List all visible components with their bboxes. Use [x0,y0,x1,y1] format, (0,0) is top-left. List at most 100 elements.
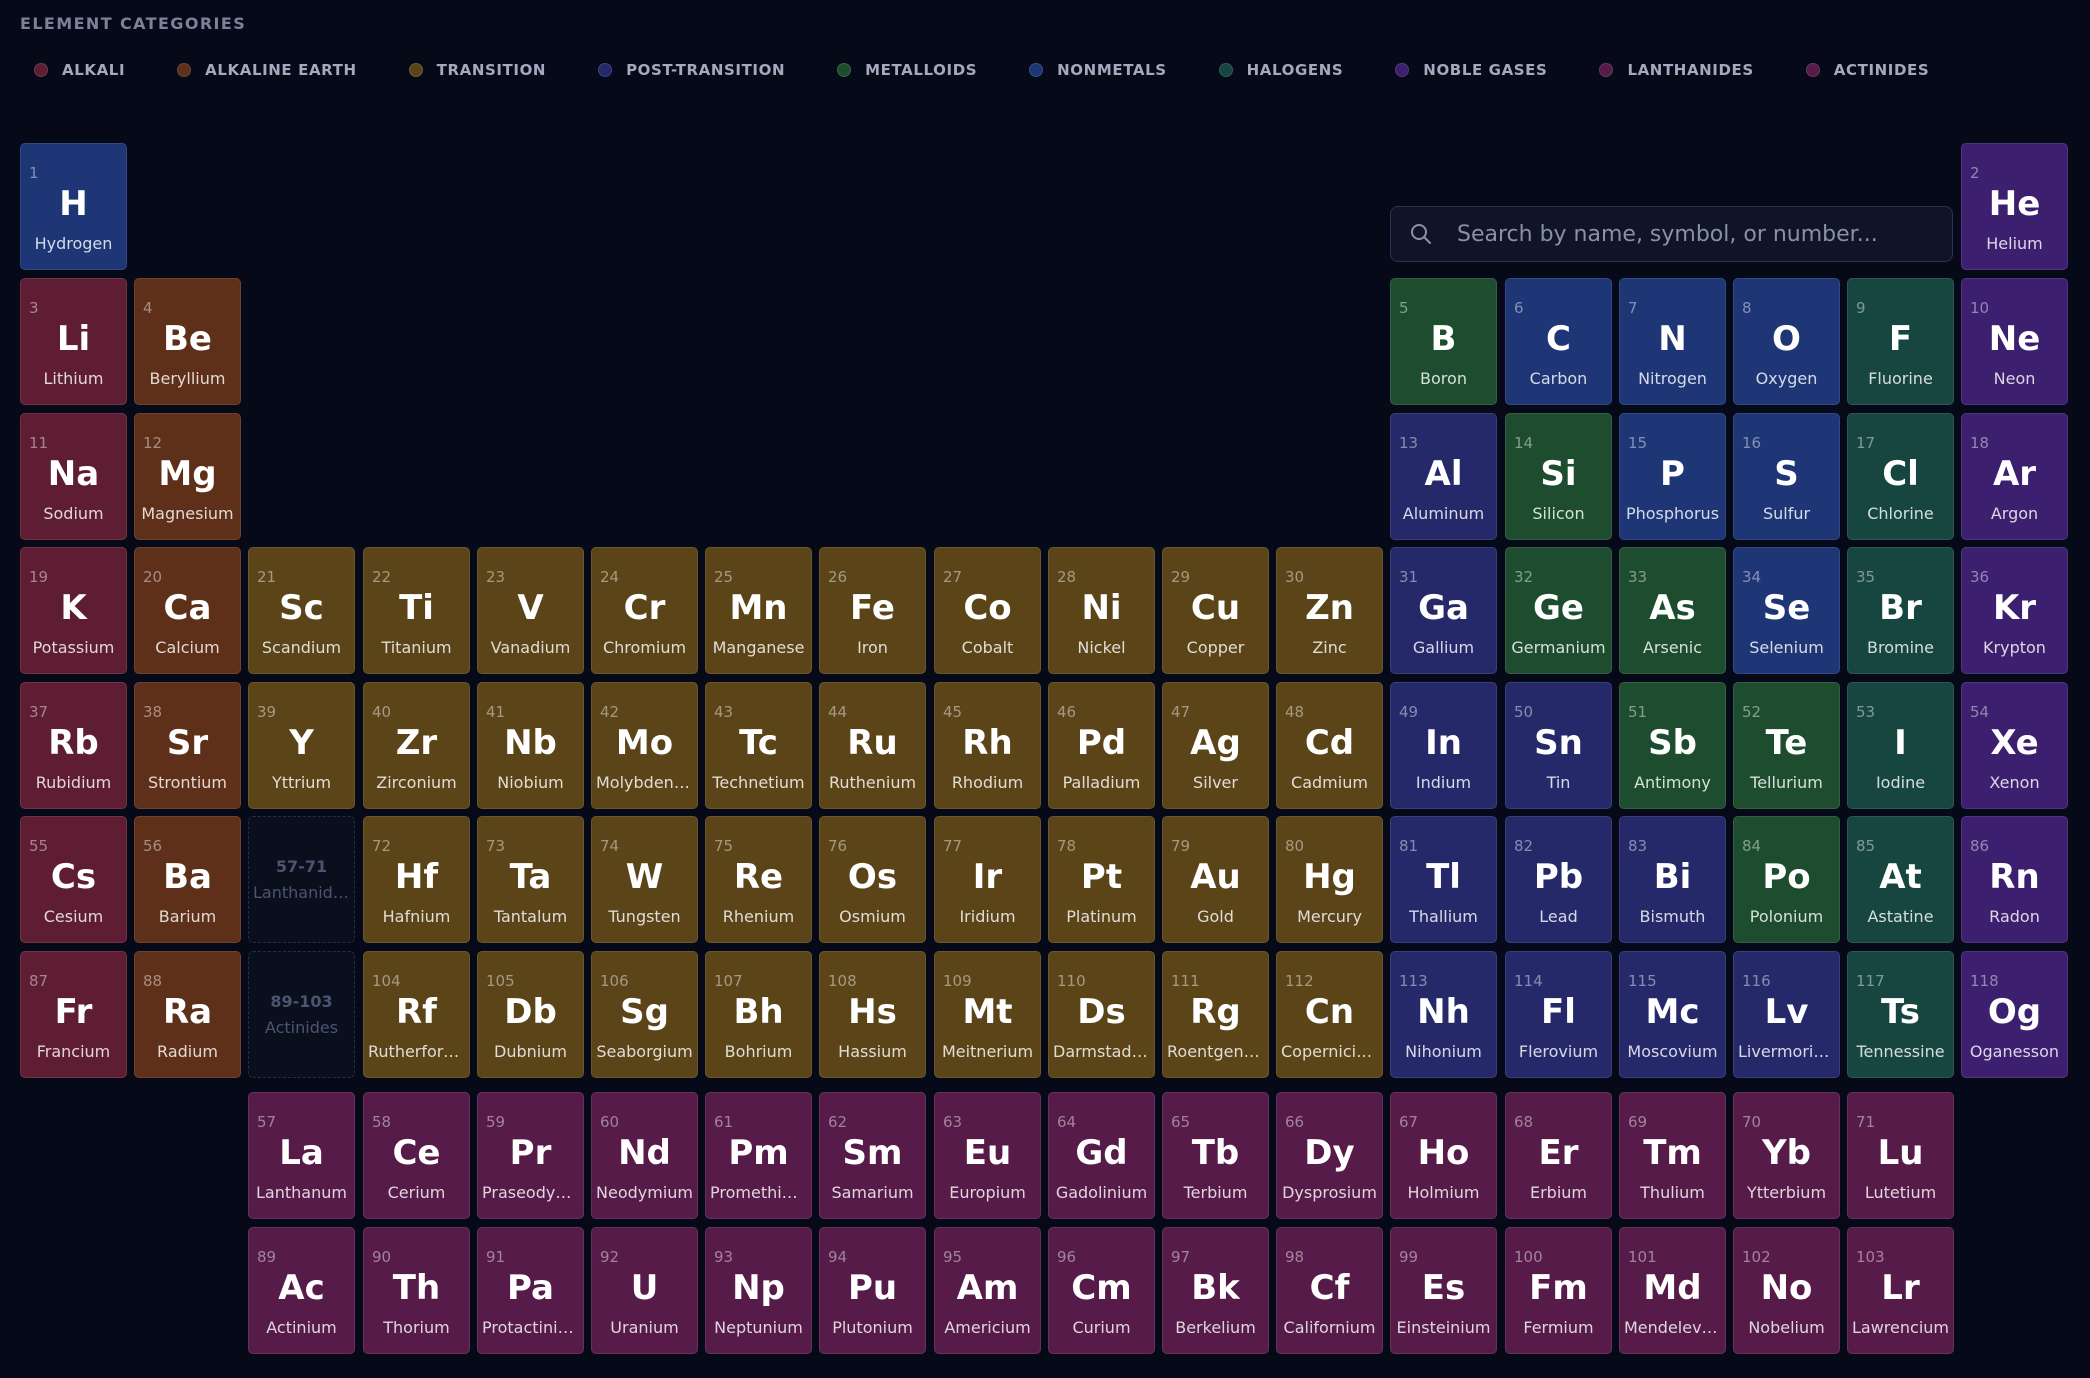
element-cell-sn[interactable]: 50 Sn Tin [1505,682,1612,809]
element-cell-bh[interactable]: 107 Bh Bohrium [705,951,812,1078]
element-cell-es[interactable]: 99 Es Einsteinium [1390,1227,1497,1354]
element-cell-ds[interactable]: 110 Ds Darmstadtium [1048,951,1155,1078]
element-cell-og[interactable]: 118 Og Oganesson [1961,951,2068,1078]
element-cell-mc[interactable]: 115 Mc Moscovium [1619,951,1726,1078]
element-cell-ir[interactable]: 77 Ir Iridium [934,816,1041,943]
element-cell-w[interactable]: 74 W Tungsten [591,816,698,943]
element-cell-re[interactable]: 75 Re Rhenium [705,816,812,943]
element-cell-no[interactable]: 102 No Nobelium [1733,1227,1840,1354]
element-cell-bk[interactable]: 97 Bk Berkelium [1162,1227,1269,1354]
element-cell-s[interactable]: 16 S Sulfur [1733,413,1840,540]
legend-item[interactable]: HALOGENS [1205,61,1344,79]
element-cell-cu[interactable]: 29 Cu Copper [1162,547,1269,674]
element-cell-ts[interactable]: 117 Ts Tennessine [1847,951,1954,1078]
element-cell-nh[interactable]: 113 Nh Nihonium [1390,951,1497,1078]
element-cell-pu[interactable]: 94 Pu Plutonium [819,1227,926,1354]
element-cell-li[interactable]: 3 Li Lithium [20,278,127,405]
element-cell-lu[interactable]: 71 Lu Lutetium [1847,1092,1954,1219]
element-cell-tc[interactable]: 43 Tc Technetium [705,682,812,809]
element-cell-ru[interactable]: 44 Ru Ruthenium [819,682,926,809]
element-cell-ag[interactable]: 47 Ag Silver [1162,682,1269,809]
element-cell-b[interactable]: 5 B Boron [1390,278,1497,405]
element-cell-rf[interactable]: 104 Rf Rutherfordium [363,951,470,1078]
element-cell-i[interactable]: 53 I Iodine [1847,682,1954,809]
element-cell-fe[interactable]: 26 Fe Iron [819,547,926,674]
element-cell-cn[interactable]: 112 Cn Copernicium [1276,951,1383,1078]
element-cell-db[interactable]: 105 Db Dubnium [477,951,584,1078]
element-cell-cm[interactable]: 96 Cm Curium [1048,1227,1155,1354]
element-cell-am[interactable]: 95 Am Americium [934,1227,1041,1354]
element-cell-cl[interactable]: 17 Cl Chlorine [1847,413,1954,540]
element-cell-rg[interactable]: 111 Rg Roentgenium [1162,951,1269,1078]
legend-item[interactable]: ALKALINE EARTH [163,61,356,79]
legend-item[interactable]: ACTINIDES [1792,61,1929,79]
element-cell-fm[interactable]: 100 Fm Fermium [1505,1227,1612,1354]
element-cell-k[interactable]: 19 K Potassium [20,547,127,674]
element-cell-nd[interactable]: 60 Nd Neodymium [591,1092,698,1219]
legend-item[interactable]: TRANSITION [395,61,546,79]
element-cell-y[interactable]: 39 Y Yttrium [248,682,355,809]
element-cell-tl[interactable]: 81 Tl Thallium [1390,816,1497,943]
element-cell-ce[interactable]: 58 Ce Cerium [363,1092,470,1219]
element-cell-au[interactable]: 79 Au Gold [1162,816,1269,943]
element-cell-er[interactable]: 68 Er Erbium [1505,1092,1612,1219]
legend-item[interactable]: LANTHANIDES [1585,61,1753,79]
element-cell-sc[interactable]: 21 Sc Scandium [248,547,355,674]
element-cell-in[interactable]: 49 In Indium [1390,682,1497,809]
search-input[interactable] [1455,220,1952,248]
legend-item[interactable]: POST-TRANSITION [584,61,785,79]
element-cell-co[interactable]: 27 Co Cobalt [934,547,1041,674]
element-cell-si[interactable]: 14 Si Silicon [1505,413,1612,540]
element-cell-ar[interactable]: 18 Ar Argon [1961,413,2068,540]
element-cell-la[interactable]: 57 La Lanthanum [248,1092,355,1219]
element-cell-sm[interactable]: 62 Sm Samarium [819,1092,926,1219]
element-cell-eu[interactable]: 63 Eu Europium [934,1092,1041,1219]
element-cell-th[interactable]: 90 Th Thorium [363,1227,470,1354]
element-cell-u[interactable]: 92 U Uranium [591,1227,698,1354]
element-cell-ca[interactable]: 20 Ca Calcium [134,547,241,674]
element-cell-ba[interactable]: 56 Ba Barium [134,816,241,943]
element-cell-ge[interactable]: 32 Ge Germanium [1505,547,1612,674]
element-cell-hs[interactable]: 108 Hs Hassium [819,951,926,1078]
element-cell-o[interactable]: 8 O Oxygen [1733,278,1840,405]
element-cell-cs[interactable]: 55 Cs Cesium [20,816,127,943]
element-cell-mn[interactable]: 25 Mn Manganese [705,547,812,674]
element-cell-na[interactable]: 11 Na Sodium [20,413,127,540]
element-cell-md[interactable]: 101 Md Mendelevium [1619,1227,1726,1354]
element-cell-ra[interactable]: 88 Ra Radium [134,951,241,1078]
element-cell-kr[interactable]: 36 Kr Krypton [1961,547,2068,674]
element-cell-sr[interactable]: 38 Sr Strontium [134,682,241,809]
element-cell-fr[interactable]: 87 Fr Francium [20,951,127,1078]
element-cell-as[interactable]: 33 As Arsenic [1619,547,1726,674]
element-cell-ac[interactable]: 89 Ac Actinium [248,1227,355,1354]
element-cell-pa[interactable]: 91 Pa Protactinium [477,1227,584,1354]
legend-item[interactable]: NOBLE GASES [1381,61,1547,79]
element-cell-gd[interactable]: 64 Gd Gadolinium [1048,1092,1155,1219]
element-cell-pt[interactable]: 78 Pt Platinum [1048,816,1155,943]
element-cell-hf[interactable]: 72 Hf Hafnium [363,816,470,943]
element-cell-rh[interactable]: 45 Rh Rhodium [934,682,1041,809]
element-cell-ho[interactable]: 67 Ho Holmium [1390,1092,1497,1219]
element-cell-h[interactable]: 1 H Hydrogen [20,143,127,270]
element-cell-n[interactable]: 7 N Nitrogen [1619,278,1726,405]
element-cell-te[interactable]: 52 Te Tellurium [1733,682,1840,809]
element-cell-dy[interactable]: 66 Dy Dysprosium [1276,1092,1383,1219]
element-cell-he[interactable]: 2 He Helium [1961,143,2068,270]
element-cell-yb[interactable]: 70 Yb Ytterbium [1733,1092,1840,1219]
element-cell-ni[interactable]: 28 Ni Nickel [1048,547,1155,674]
element-cell-zn[interactable]: 30 Zn Zinc [1276,547,1383,674]
element-cell-pd[interactable]: 46 Pd Palladium [1048,682,1155,809]
element-cell-nb[interactable]: 41 Nb Niobium [477,682,584,809]
element-cell-br[interactable]: 35 Br Bromine [1847,547,1954,674]
search-box[interactable] [1390,206,1953,262]
element-cell-cf[interactable]: 98 Cf Californium [1276,1227,1383,1354]
element-cell-tm[interactable]: 69 Tm Thulium [1619,1092,1726,1219]
element-cell-fl[interactable]: 114 Fl Flerovium [1505,951,1612,1078]
element-cell-be[interactable]: 4 Be Beryllium [134,278,241,405]
element-cell-os[interactable]: 76 Os Osmium [819,816,926,943]
element-cell-np[interactable]: 93 Np Neptunium [705,1227,812,1354]
element-cell-bi[interactable]: 83 Bi Bismuth [1619,816,1726,943]
element-cell-mt[interactable]: 109 Mt Meitnerium [934,951,1041,1078]
element-cell-xe[interactable]: 54 Xe Xenon [1961,682,2068,809]
element-cell-rb[interactable]: 37 Rb Rubidium [20,682,127,809]
